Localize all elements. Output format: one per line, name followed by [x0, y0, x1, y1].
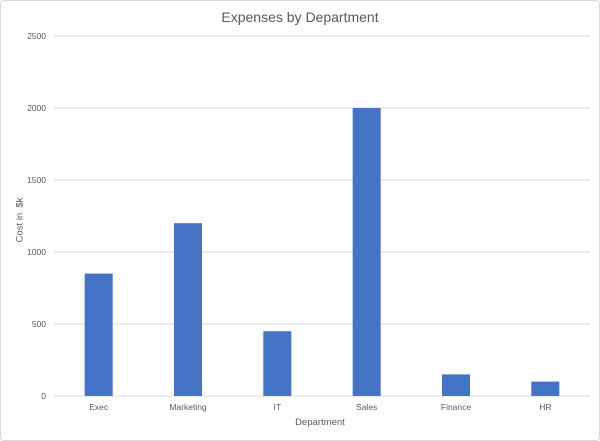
x-tick-label: HR — [539, 402, 551, 412]
bar-it — [263, 331, 292, 396]
x-tick-label: Sales — [356, 402, 377, 412]
gridlines — [54, 35, 590, 397]
y-tick-label: 1500 — [27, 175, 46, 185]
bar-finance — [442, 374, 470, 396]
y-tick-label: 0 — [41, 391, 46, 401]
bar-hr — [531, 381, 560, 396]
x-tick-labels: Exec Marketing IT Sales Finance HR — [89, 402, 551, 412]
y-tick-label: 500 — [32, 319, 46, 329]
bar-sales — [352, 108, 381, 396]
y-tick-labels: 0 500 1000 1500 2000 2500 — [27, 31, 46, 401]
x-tick-label: Exec — [89, 402, 109, 412]
y-tick-label: 2000 — [27, 103, 46, 113]
x-axis-title: Department — [295, 417, 345, 428]
bar-exec — [84, 273, 113, 396]
x-tick-label: IT — [274, 402, 282, 412]
y-tick-label: 2500 — [27, 31, 46, 41]
x-tick-label: Finance — [441, 402, 472, 412]
bar-marketing — [174, 223, 202, 396]
bars — [84, 108, 560, 396]
x-tick-label: Marketing — [169, 402, 207, 412]
y-tick-label: 1000 — [27, 247, 46, 257]
chart-title: Expenses by Department — [221, 9, 379, 25]
